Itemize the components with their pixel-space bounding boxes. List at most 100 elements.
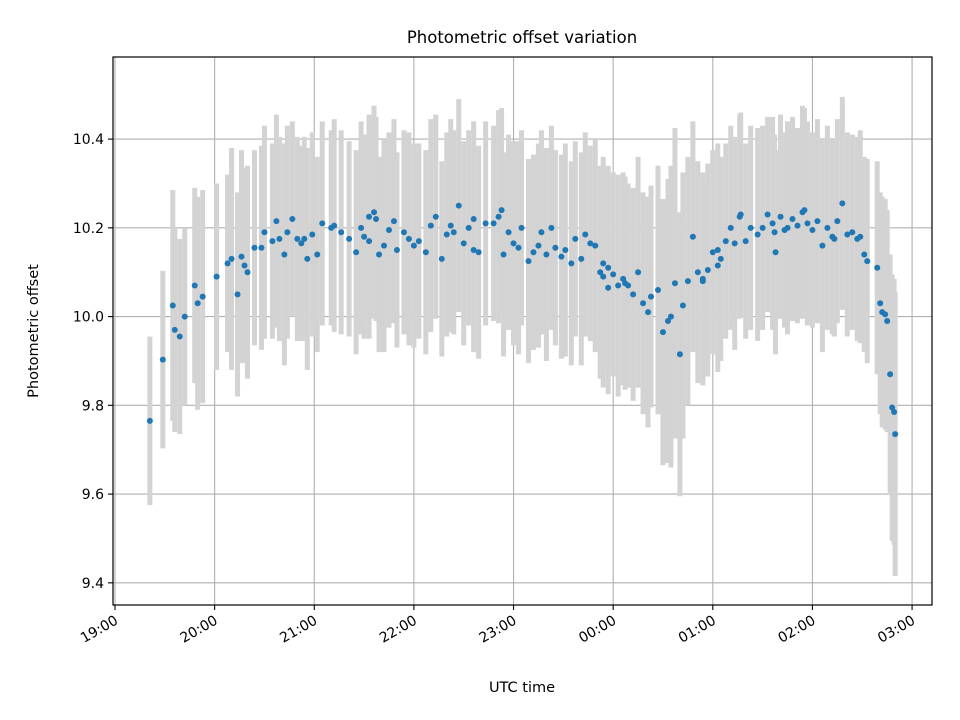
data-point <box>655 286 662 293</box>
data-point <box>301 235 308 242</box>
data-point <box>572 235 579 242</box>
data-point <box>361 233 368 240</box>
data-point <box>525 258 532 265</box>
data-point <box>731 240 738 247</box>
data-point <box>376 251 383 258</box>
x-tick-label: 03:00 <box>875 613 918 647</box>
data-point <box>353 249 360 256</box>
data-point <box>405 235 412 242</box>
data-point <box>475 249 482 256</box>
data-point <box>704 266 711 273</box>
data-point <box>887 371 894 378</box>
data-point <box>276 235 283 242</box>
data-point <box>331 222 338 229</box>
data-point <box>676 351 683 358</box>
data-point <box>176 333 183 340</box>
data-point <box>194 300 201 307</box>
data-point <box>169 302 176 309</box>
data-point <box>319 220 326 227</box>
data-point <box>597 269 604 276</box>
errorbar-layer <box>147 96 898 577</box>
data-point <box>747 224 754 231</box>
data-point <box>146 417 153 424</box>
data-point <box>415 238 422 245</box>
data-point <box>410 242 417 249</box>
data-point <box>648 293 655 300</box>
data-point <box>722 238 729 245</box>
data-point <box>558 253 565 260</box>
data-point <box>891 408 898 415</box>
data-point <box>804 220 811 227</box>
data-point <box>281 251 288 258</box>
data-point <box>801 207 808 214</box>
data-point <box>238 253 245 260</box>
data-point <box>764 211 771 218</box>
data-point <box>510 240 517 247</box>
data-point <box>298 240 305 247</box>
data-point <box>273 218 280 225</box>
data-point <box>244 269 251 276</box>
data-point <box>610 271 617 278</box>
data-point <box>465 224 472 231</box>
data-point <box>258 244 265 251</box>
data-point <box>864 258 871 265</box>
data-point <box>736 213 743 220</box>
data-point <box>645 309 652 316</box>
data-point <box>849 229 856 236</box>
data-point <box>754 231 761 238</box>
data-point <box>482 220 489 227</box>
y-tick-label: 10.0 <box>73 310 104 326</box>
data-point <box>789 215 796 222</box>
data-point <box>500 251 507 258</box>
data-point <box>447 222 454 229</box>
data-point <box>568 260 575 267</box>
data-point <box>877 300 884 307</box>
data-point <box>699 278 706 285</box>
data-point <box>366 238 373 245</box>
data-point <box>727 224 734 231</box>
data-point <box>438 255 445 262</box>
data-point <box>450 229 457 236</box>
data-point <box>309 231 316 238</box>
x-tick-label: 02:00 <box>775 613 818 647</box>
data-point <box>181 313 188 320</box>
data-point <box>630 291 637 298</box>
data-point <box>366 213 373 220</box>
data-point <box>535 242 542 249</box>
data-point <box>882 311 889 318</box>
data-point <box>759 224 766 231</box>
data-point <box>171 326 178 333</box>
data-point <box>664 318 671 325</box>
data-point <box>861 251 868 258</box>
data-point <box>582 231 589 238</box>
data-point <box>824 224 831 231</box>
y-tick-label: 10.4 <box>73 132 104 148</box>
data-point <box>224 260 231 267</box>
x-tick-label: 23:00 <box>477 613 520 647</box>
data-point <box>199 293 206 300</box>
data-point <box>714 247 721 254</box>
x-axis-label: UTC time <box>489 680 555 696</box>
data-point <box>228 255 235 262</box>
x-tick-label: 20:00 <box>178 613 221 647</box>
data-point <box>640 300 647 307</box>
data-point <box>515 244 522 251</box>
data-point <box>819 242 826 249</box>
data-point <box>769 220 776 227</box>
data-point <box>251 244 258 251</box>
data-point <box>346 235 353 242</box>
x-tick-label: 00:00 <box>576 613 619 647</box>
data-point <box>600 273 607 280</box>
chart-title: Photometric offset variation <box>407 28 637 47</box>
data-point <box>470 215 477 222</box>
data-point <box>892 431 899 438</box>
data-point <box>622 280 629 287</box>
data-point <box>385 227 392 234</box>
data-point <box>615 282 622 289</box>
data-point <box>857 233 864 240</box>
data-point <box>518 224 525 231</box>
data-point <box>443 231 450 238</box>
data-point <box>234 291 241 298</box>
data-point <box>742 238 749 245</box>
